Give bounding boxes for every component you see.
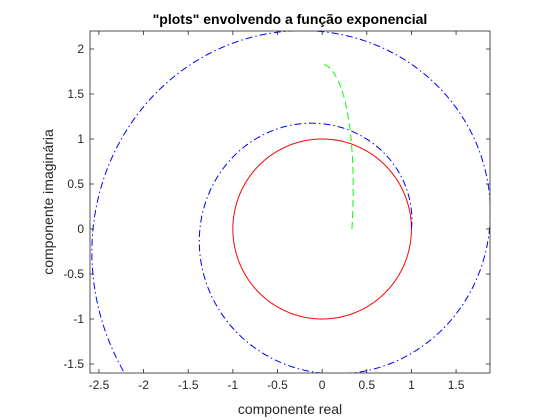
series-green-curve <box>322 63 354 230</box>
x-axis-label: componente real <box>238 401 342 417</box>
x-tick-label: 1.5 <box>448 378 465 392</box>
plot-area <box>90 31 490 373</box>
y-axis: -1.5 -1 -0.5 0 0.5 1 1.5 2 <box>63 42 490 371</box>
x-tick-label: -1 <box>228 378 239 392</box>
y-tick-label: 1.5 <box>67 87 84 101</box>
y-tick-label: 1 <box>77 132 84 146</box>
x-tick-label: 0.5 <box>358 378 375 392</box>
x-axis: -2.5 -2 -1.5 -1 -0.5 0 0.5 1 1.5 <box>89 31 465 392</box>
axes-box <box>89 30 491 374</box>
x-tick-label: -2 <box>138 378 149 392</box>
series-unit-circle <box>232 138 412 320</box>
y-tick-label: -1.5 <box>63 357 84 371</box>
y-tick-label: 2 <box>77 42 84 56</box>
y-axis-label: componente imaginária <box>40 129 56 275</box>
x-tick-label: -1.5 <box>178 378 199 392</box>
x-tick-label: 0 <box>319 378 326 392</box>
x-tick-label: 1 <box>408 378 415 392</box>
y-tick-label: 0 <box>77 222 84 236</box>
x-tick-label: -0.5 <box>267 378 288 392</box>
y-tick-label: -0.5 <box>63 267 84 281</box>
x-tick-label: -2.5 <box>89 378 110 392</box>
chart-title: "plots" envolvendo a função exponencial <box>153 11 428 27</box>
y-tick-label: -1 <box>73 312 84 326</box>
y-tick-label: 0.5 <box>67 177 84 191</box>
series-layer <box>91 31 490 373</box>
